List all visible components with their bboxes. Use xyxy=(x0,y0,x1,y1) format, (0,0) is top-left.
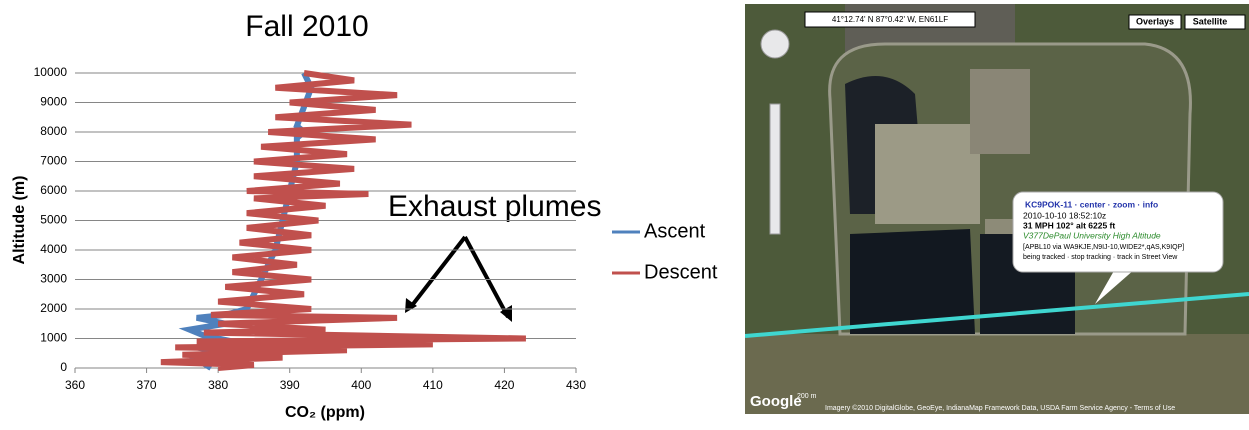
chart: Fall 2010 Altitude (m) CO₂ (ppm) Exhaust… xyxy=(11,10,718,421)
y-tick-label: 5000 xyxy=(40,213,67,227)
arrows xyxy=(408,235,510,318)
popup-line: 2010-10-10 18:52:10z xyxy=(1023,210,1106,220)
info-popup xyxy=(1012,191,1224,273)
x-axis-label: CO₂ (ppm) xyxy=(285,404,365,421)
zoom-slider[interactable] xyxy=(769,103,781,235)
popup-line: V377DePaul University High Altitude xyxy=(1023,230,1161,240)
chart-title: Fall 2010 xyxy=(245,10,368,43)
y-tick-label: 6000 xyxy=(40,183,67,197)
y-axis-label: Altitude (m) xyxy=(11,176,28,265)
satellite-label[interactable]: Satellite xyxy=(1193,16,1228,26)
y-tick-label: 8000 xyxy=(40,124,67,138)
legend-label: Ascent xyxy=(644,220,706,242)
y-tick-label: 1000 xyxy=(40,331,67,345)
map-coords: 41°12.74' N 87°0.42' W, EN61LF xyxy=(832,15,948,24)
map-credits: Imagery ©2010 DigitalGlobe, GeoEye, Indi… xyxy=(825,404,1175,412)
y-tick-label: 10000 xyxy=(34,65,68,79)
y-tick-label: 0 xyxy=(60,360,67,374)
y-tick-label: 9000 xyxy=(40,95,67,109)
popup-line[interactable]: KC9POK-11 · center · zoom · info xyxy=(1025,199,1158,209)
x-tick-label: 410 xyxy=(423,378,443,392)
x-tick-label: 420 xyxy=(494,378,514,392)
x-tick-label: 430 xyxy=(566,378,586,392)
legend-label: Descent xyxy=(644,261,718,283)
popup-text: KC9POK-11 · center · zoom · info 2010-10… xyxy=(1023,199,1184,261)
y-tick-label: 4000 xyxy=(40,242,67,256)
satellite-button[interactable] xyxy=(1184,14,1246,30)
annotation: Exhaust plumes xyxy=(388,190,601,223)
y-tick-label: 3000 xyxy=(40,272,67,286)
x-tick-label: 400 xyxy=(351,378,371,392)
x-tick-label: 390 xyxy=(280,378,300,392)
x-tick-label: 380 xyxy=(208,378,228,392)
x-tick-label: 370 xyxy=(137,378,157,392)
popup-line: 31 MPH 102° alt 6225 ft xyxy=(1023,220,1115,230)
map-logo: Google xyxy=(750,393,802,410)
y-tick-label: 7000 xyxy=(40,154,67,168)
y-tick-label: 2000 xyxy=(40,301,67,315)
popup-line: [APBL10 via WA9KJE,N9IJ-10,WIDE2*,qAS,K9… xyxy=(1023,244,1184,251)
popup-line: being tracked · stop tracking · track in… xyxy=(1023,254,1178,261)
overlays-label[interactable]: Overlays xyxy=(1136,16,1174,26)
map-scale: 200 m xyxy=(797,393,817,400)
overlays-button[interactable] xyxy=(1128,14,1182,30)
map: 41°12.74' N 87°0.42' W, EN61LF Overlays … xyxy=(745,4,1249,414)
x-tick-label: 360 xyxy=(65,378,85,392)
pan-control[interactable] xyxy=(760,29,790,59)
